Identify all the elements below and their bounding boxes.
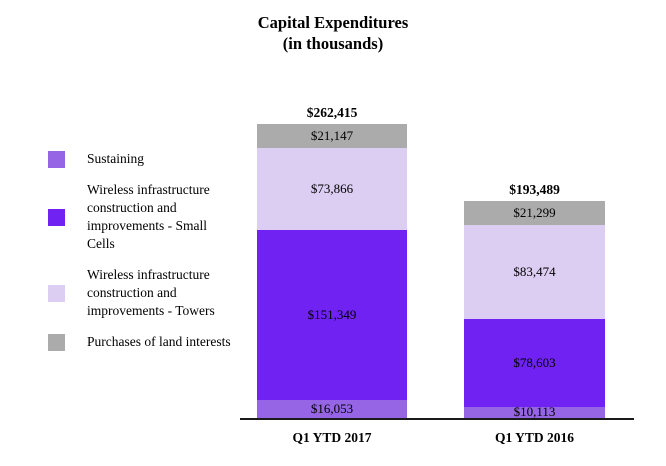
- chart-legend: Sustaining Wireless infrastructure const…: [48, 150, 238, 364]
- bar-segment: $10,113: [464, 404, 605, 419]
- bar-total-label: $193,489: [509, 182, 560, 198]
- legend-swatch-small-cells: [48, 208, 65, 226]
- legend-label-small-cells: Wireless infrastructure construction and…: [87, 182, 210, 251]
- chart-title-line1: Capital Expenditures: [257, 13, 409, 32]
- legend-item-small-cells: Wireless infrastructure construction and…: [48, 181, 238, 253]
- legend-item-towers: Wireless infrastructure construction and…: [48, 266, 238, 320]
- stacked-bar-q1-ytd-2017: $262,415 $21,147 $73,866 $151,349 $16,053: [257, 105, 407, 418]
- legend-swatch-sustaining: [48, 150, 65, 168]
- legend-label-towers: Wireless infrastructure construction and…: [87, 267, 215, 318]
- bar-segment: $78,603: [464, 318, 605, 407]
- bar-segment: $151,349: [257, 230, 407, 401]
- chart-title-line2: (in thousands): [282, 34, 384, 53]
- bar-total-label: $262,415: [306, 105, 358, 121]
- chart-title: Capital Expenditures (in thousands): [0, 12, 666, 54]
- stacked-bar-q1-ytd-2016: $193,489 $21,299 $83,474 $78,603 $10,113: [464, 182, 605, 419]
- legend-swatch-land-interests: [48, 333, 65, 351]
- legend-item-land-interests: Purchases of land interests: [48, 333, 238, 351]
- legend-label-sustaining: Sustaining: [87, 151, 145, 166]
- category-label-q1-ytd-2016: Q1 YTD 2016: [494, 430, 574, 445]
- bar-segment: $21,299: [464, 201, 605, 226]
- legend-item-sustaining: Sustaining: [48, 150, 238, 168]
- bar-segment: $21,147: [257, 124, 407, 148]
- bar-segment: $16,053: [257, 400, 407, 418]
- bar-segment: $73,866: [257, 147, 407, 231]
- legend-swatch-towers: [48, 284, 65, 302]
- category-label-q1-ytd-2017: Q1 YTD 2017: [292, 430, 372, 445]
- x-axis-line: [240, 418, 634, 420]
- legend-label-land-interests: Purchases of land interests: [87, 334, 231, 349]
- bar-segment: $83,474: [464, 225, 605, 319]
